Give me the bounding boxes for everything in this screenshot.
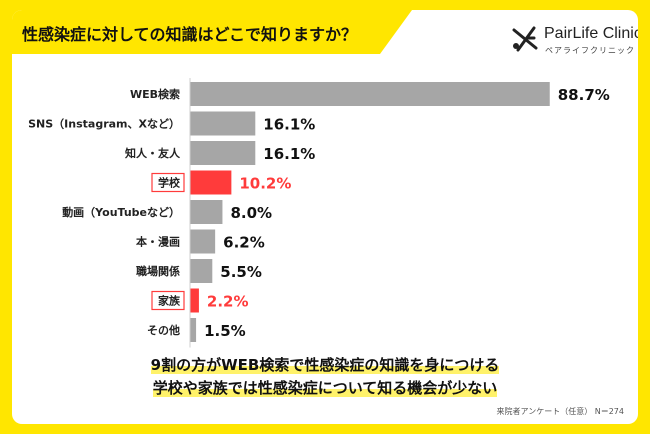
bar <box>190 82 550 106</box>
value-label: 1.5% <box>204 322 246 340</box>
category-label: その他 <box>147 323 180 337</box>
value-label: 16.1% <box>263 116 315 134</box>
category-label: 学校 <box>158 176 181 190</box>
value-label: 2.2% <box>207 293 249 311</box>
value-label: 6.2% <box>223 234 265 252</box>
bar <box>190 259 213 283</box>
category-label: 知人・友人 <box>124 146 181 160</box>
bar <box>190 170 232 195</box>
bar <box>190 200 223 224</box>
bar <box>190 111 256 136</box>
caption-line-2: 学校や家族では性感染症について知る機会が少ない <box>12 377 638 398</box>
bar <box>190 141 256 165</box>
category-label: SNS（Instagram、Xなど） <box>28 118 180 131</box>
caption-line-1: 9割の方がWEB検索で性感染症の知識を身につける <box>12 354 638 375</box>
pairlife-logo-icon <box>512 26 538 52</box>
category-label: 職場関係 <box>136 264 180 278</box>
bar <box>190 318 197 342</box>
chart-card: 性感染症に対しての知識はどこで知りますか？ PairLife Clinic ペア… <box>12 10 638 424</box>
caption-line-2-text: 学校や家族では性感染症について知る機会が少ない <box>152 379 498 397</box>
category-label: WEB検索 <box>130 87 180 101</box>
title-banner <box>12 10 412 54</box>
value-label: 88.7% <box>558 86 610 104</box>
category-label: 家族 <box>158 294 181 308</box>
bar <box>190 288 199 313</box>
highlight-label-box <box>151 172 185 193</box>
survey-footnote: 来院者アンケート（任意） N＝274 <box>496 407 624 416</box>
bar <box>190 229 216 254</box>
highlight-label-box <box>151 290 185 311</box>
logo-subtitle: ペアライフクリニック <box>545 46 635 55</box>
logo-name: PairLife Clinic <box>544 25 638 42</box>
value-label: 5.5% <box>220 263 262 281</box>
category-label: 本・漫画 <box>136 235 180 249</box>
value-label: 8.0% <box>230 204 272 222</box>
bar-chart: WEB検索 88.7% SNS（Instagram、Xなど） 16.1% 知人・友人 16… <box>28 78 610 348</box>
value-label: 10.2% <box>239 175 291 193</box>
value-label: 16.1% <box>263 145 315 163</box>
caption-line-1-text: 9割の方がWEB検索で性感染症の知識を身につける <box>150 356 500 374</box>
chart-title: 性感染症に対しての知識はどこで知りますか？ <box>22 25 358 44</box>
category-label: 動画（YouTubeなど） <box>62 205 180 219</box>
